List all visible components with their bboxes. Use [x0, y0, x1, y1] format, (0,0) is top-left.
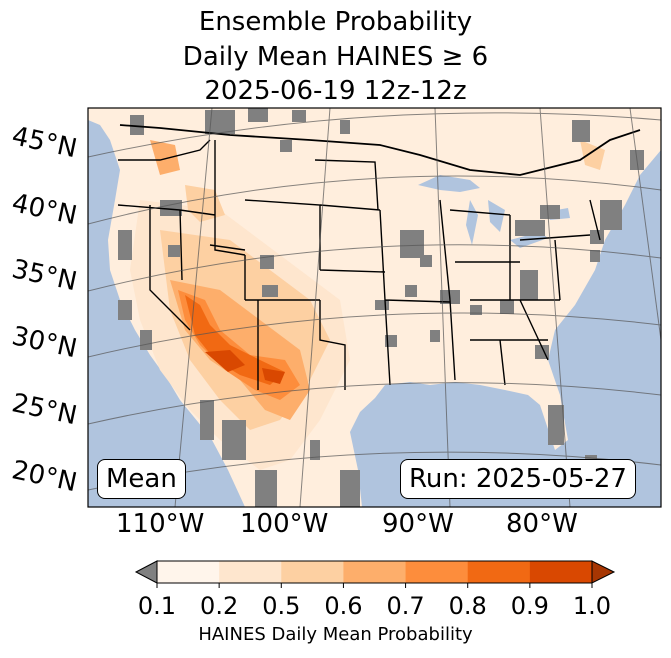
colorbar-tick-3: 0.6: [324, 592, 362, 620]
colorbar-cell-4: [405, 561, 469, 583]
no-data-patches: [118, 108, 644, 507]
colorbar-tick-5: 0.8: [449, 592, 487, 620]
colorbar-under-arrow: [134, 560, 158, 584]
colorbar-label: HAINES Daily Mean Probability: [198, 624, 473, 645]
lon-label-90: 90°W: [382, 509, 454, 539]
lon-label-110: 110°W: [116, 509, 204, 539]
mode-label: Mean: [97, 459, 186, 499]
colorbar-over-arrow: [591, 560, 616, 584]
title-line-1: Ensemble Probability: [198, 7, 473, 37]
map-frame: [87, 107, 662, 508]
colorbar-tick-0: 0.1: [138, 592, 176, 620]
colorbar-tick-1: 0.2: [200, 592, 238, 620]
colorbar-cell-1: [219, 561, 282, 583]
run-label: Run: 2025-05-27: [400, 459, 636, 499]
colorbar-tick-4: 0.7: [386, 592, 424, 620]
great-lakes: [418, 175, 570, 248]
state-borders: [117, 124, 641, 390]
colorbar-cell-6: [529, 561, 593, 583]
colorbar-tick-6: 0.9: [511, 592, 549, 620]
colorbar-cell-5: [467, 561, 531, 583]
title-line-3: 2025-06-19 12z-12z: [204, 76, 467, 106]
colorbar-tick-2: 0.5: [262, 592, 300, 620]
colorbar-tick-7: 1.0: [573, 592, 611, 620]
lon-label-100: 100°W: [240, 509, 328, 539]
colorbar-cell-2: [281, 561, 344, 583]
graticule: [88, 108, 661, 507]
lon-label-80: 80°W: [506, 509, 578, 539]
probability-map: 45°N 40°N 35°N 30°N 25°N 20°N 110°W 100°…: [9, 107, 662, 539]
colorbar-cell-3: [343, 561, 407, 583]
colorbar-cell-0: [157, 561, 220, 583]
title-line-2: Daily Mean HAINES ≥ 6: [182, 42, 489, 72]
